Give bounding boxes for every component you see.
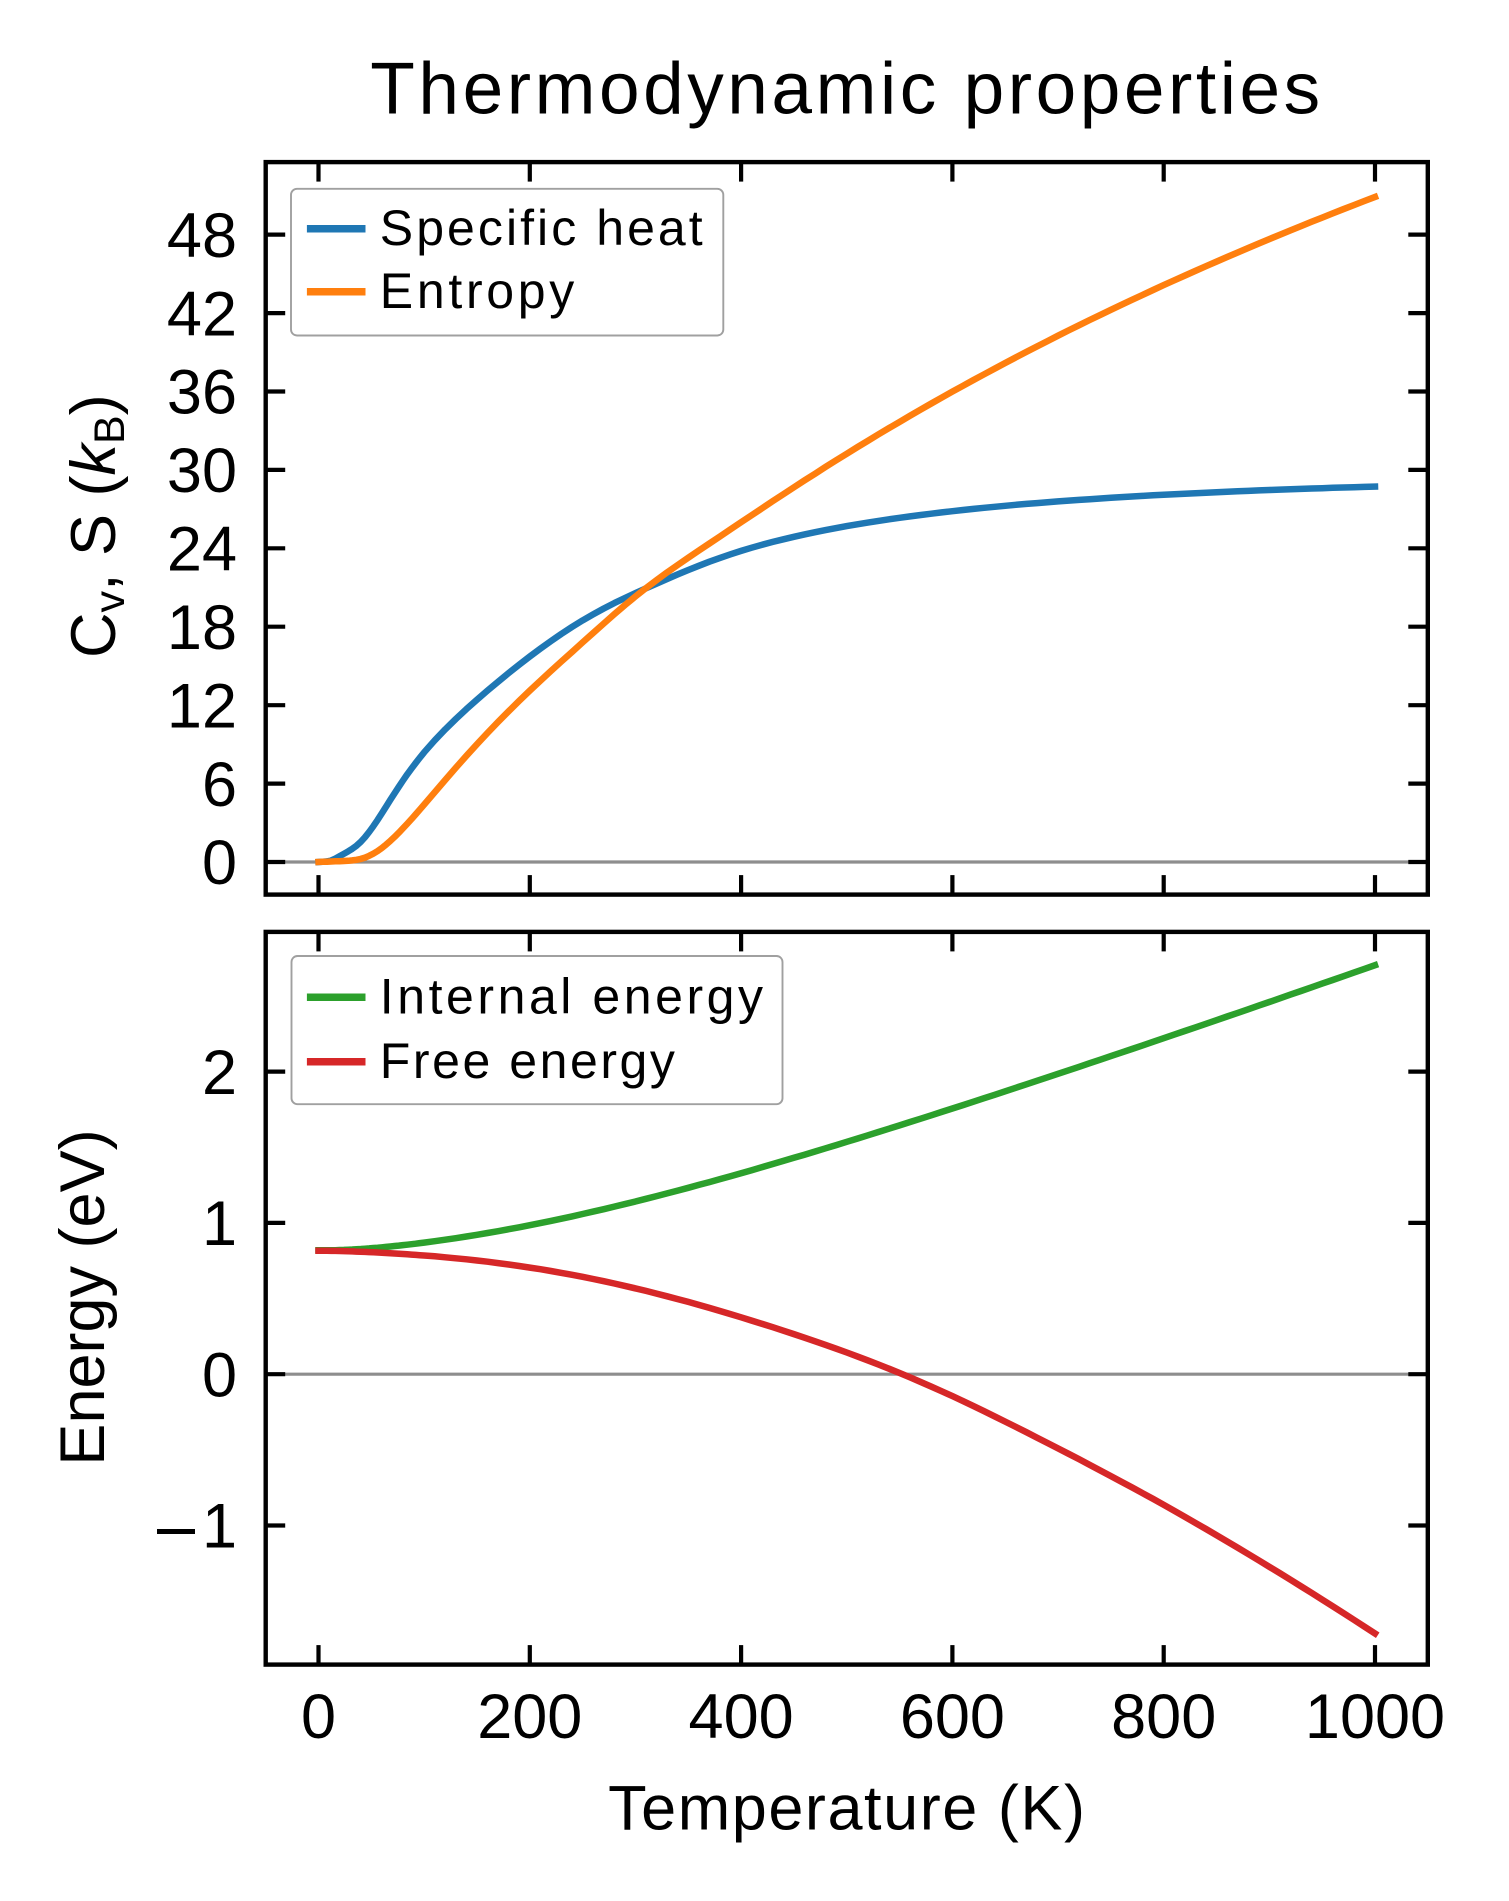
svg-text:600: 600 — [900, 1682, 1005, 1752]
svg-text:30: 30 — [167, 436, 237, 506]
svg-text:Entropy: Entropy — [380, 263, 578, 319]
svg-text:0: 0 — [202, 828, 237, 898]
svg-text:Cv, S (kB): Cv, S (kB) — [59, 394, 134, 658]
svg-text:400: 400 — [689, 1682, 794, 1752]
svg-text:0: 0 — [202, 1340, 237, 1410]
svg-text:Energy (eV): Energy (eV) — [48, 1129, 118, 1465]
svg-text:Free energy: Free energy — [380, 1033, 678, 1089]
svg-text:Specific heat: Specific heat — [380, 200, 706, 256]
svg-text:12: 12 — [167, 671, 237, 741]
svg-text:6: 6 — [202, 750, 237, 820]
svg-text:18: 18 — [167, 593, 237, 663]
svg-text:800: 800 — [1111, 1682, 1216, 1752]
svg-text:2: 2 — [202, 1038, 237, 1108]
svg-text:24: 24 — [167, 515, 237, 585]
svg-text:Thermodynamic properties: Thermodynamic properties — [370, 48, 1323, 129]
svg-text:0: 0 — [301, 1682, 336, 1752]
svg-text:48: 48 — [167, 201, 237, 271]
svg-text:1: 1 — [202, 1189, 237, 1259]
svg-text:42: 42 — [167, 279, 237, 349]
svg-text:Temperature (K): Temperature (K) — [608, 1774, 1086, 1844]
svg-text:Internal energy: Internal energy — [380, 969, 767, 1025]
svg-text:200: 200 — [477, 1682, 582, 1752]
svg-text:1000: 1000 — [1305, 1682, 1445, 1752]
svg-text:36: 36 — [167, 358, 237, 428]
svg-text:1: 1 — [202, 1492, 237, 1562]
